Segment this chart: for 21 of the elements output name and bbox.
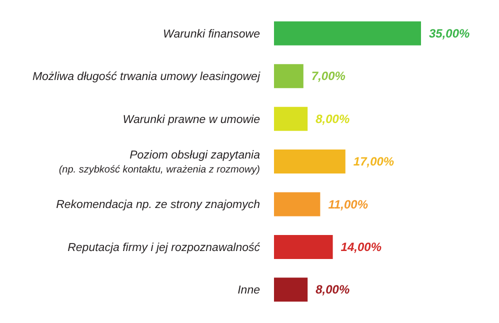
data-label: 8,00% xyxy=(316,112,350,126)
y-tick-label: Rekomendacja np. ze strony znajomych xyxy=(56,199,260,212)
data-label: 17,00% xyxy=(353,154,394,169)
data-label: 7,00% xyxy=(311,69,346,84)
y-tick-label: Warunki finansowe xyxy=(163,28,260,40)
y-tick-label: Poziom obsługi zapytania (np. szybkość kontaktu, wrażenia z rozmowy) xyxy=(58,150,260,176)
data-label: 8,00% xyxy=(316,282,350,297)
bar xyxy=(274,64,304,88)
data-label: 35,00% xyxy=(429,26,470,40)
y-tick-label: Reputacja firmy i jej rozpoznawalność xyxy=(68,242,260,254)
bar xyxy=(274,234,333,259)
y-tick-label: Możliwa długość trwania umowy leasingowej xyxy=(32,71,260,84)
data-label: 14,00% xyxy=(340,240,382,254)
bar xyxy=(274,106,308,131)
bar xyxy=(274,150,346,174)
data-label: 11,00% xyxy=(328,197,368,212)
bar xyxy=(274,278,308,302)
y-tick-label: Warunki prawne w umowie xyxy=(122,114,260,126)
bar xyxy=(274,192,320,216)
bar xyxy=(274,21,421,46)
y-tick-label: Inne xyxy=(238,284,260,297)
